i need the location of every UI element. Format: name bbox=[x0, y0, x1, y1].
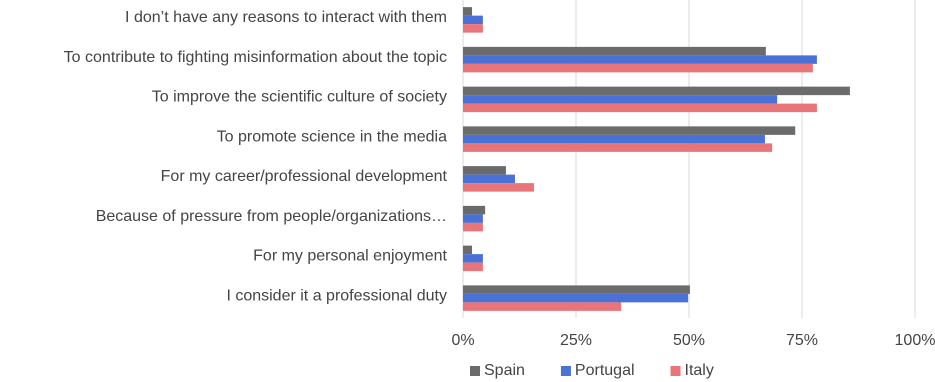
x-tick-label: 0% bbox=[451, 332, 474, 349]
y-tick-label: For my career/professional development bbox=[161, 168, 448, 185]
bar bbox=[463, 183, 534, 192]
bar bbox=[463, 24, 483, 33]
legend-swatch bbox=[670, 366, 681, 376]
legend-label: Portugal bbox=[575, 362, 635, 379]
legend-label: Spain bbox=[484, 362, 525, 379]
bar bbox=[463, 285, 690, 294]
bar bbox=[463, 86, 850, 96]
bar bbox=[463, 126, 796, 135]
y-tick-label: I consider it a professional duty bbox=[226, 287, 447, 304]
x-tick-label: 75% bbox=[786, 332, 818, 349]
legend-label: Italy bbox=[685, 362, 714, 379]
bar bbox=[463, 46, 766, 56]
y-tick-label: Because of pressure from people/organiza… bbox=[96, 208, 447, 225]
x-tick-label: 50% bbox=[673, 332, 705, 349]
bar bbox=[463, 205, 486, 215]
bar bbox=[463, 103, 817, 113]
bar bbox=[463, 245, 473, 255]
bar bbox=[463, 222, 483, 232]
bar bbox=[463, 214, 483, 223]
bar bbox=[463, 7, 473, 16]
x-tick-label: 100% bbox=[895, 332, 935, 349]
legend-swatch bbox=[560, 366, 571, 376]
bar bbox=[463, 262, 483, 272]
y-tick-label: For my personal enjoyment bbox=[253, 248, 447, 265]
bar bbox=[463, 95, 778, 104]
bar bbox=[463, 166, 506, 175]
bar bbox=[463, 55, 817, 64]
bar bbox=[463, 302, 622, 311]
bar bbox=[463, 143, 773, 152]
bar bbox=[463, 63, 813, 73]
y-tick-label: To contribute to fighting misinformation… bbox=[64, 49, 447, 66]
bar bbox=[463, 174, 515, 184]
y-tick-label: To improve the scientific culture of soc… bbox=[152, 89, 447, 106]
bar bbox=[463, 134, 765, 144]
bar bbox=[463, 254, 483, 263]
y-tick-label: To promote science in the media bbox=[217, 128, 447, 145]
bar bbox=[463, 293, 689, 303]
bar bbox=[463, 15, 483, 25]
y-tick-label: I don’t have any reasons to interact wit… bbox=[125, 9, 447, 26]
x-tick-label: 25% bbox=[560, 332, 592, 349]
legend-swatch bbox=[470, 366, 480, 376]
